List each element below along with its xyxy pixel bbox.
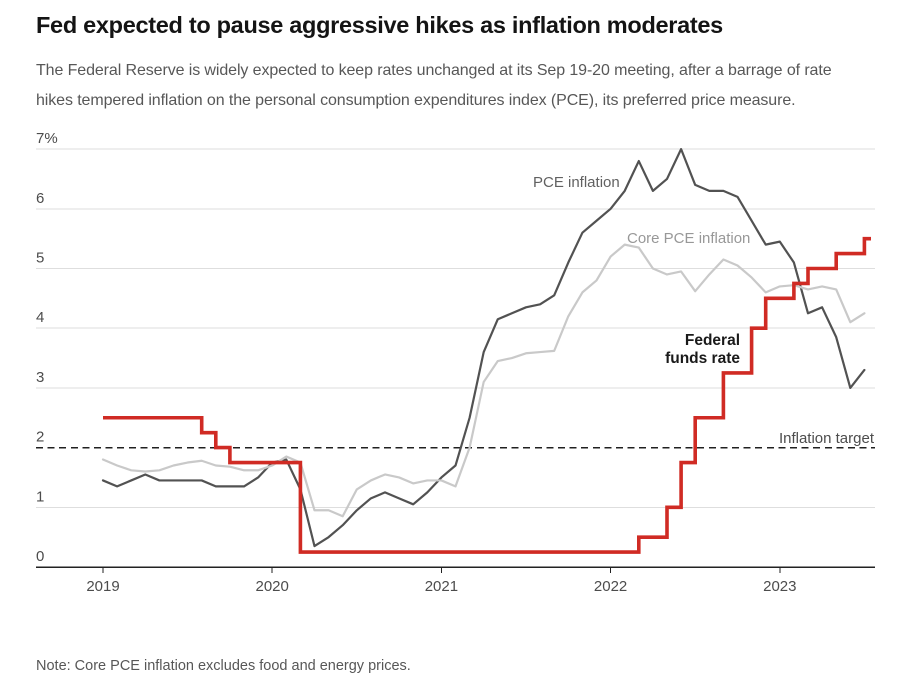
federal-funds-rate-label-line1: Federal	[684, 332, 740, 349]
y-tick-label: 6	[36, 190, 44, 207]
core-pce-inflation-line-label: Core PCE inflation	[627, 230, 751, 247]
y-tick-label: 7%	[36, 130, 58, 147]
y-tick-label: 4	[36, 309, 44, 326]
chart-footnotes: Note: Core PCE inflation excludes food a…	[36, 611, 411, 683]
y-tick-label: 5	[36, 250, 44, 267]
core-pce-inflation-line	[101, 243, 866, 518]
y-tick-label: 0	[36, 548, 44, 565]
federal-funds-rate-line	[103, 236, 871, 554]
subtitle-line-2: hikes tempered inflation on the personal…	[36, 92, 796, 109]
x-tick-label: 2022	[594, 578, 627, 595]
x-tick-label: 2019	[86, 578, 119, 595]
y-tick-label: 2	[36, 429, 44, 446]
note-line: Note: Core PCE inflation excludes food a…	[36, 658, 411, 674]
y-tick-label: 1	[36, 488, 44, 505]
pce-inflation-line	[101, 148, 866, 548]
page-subtitle: The Federal Reserve is widely expected t…	[36, 56, 896, 116]
pce-inflation-line-label: PCE inflation	[533, 174, 620, 191]
page-title: Fed expected to pause aggressive hikes a…	[36, 12, 723, 38]
inflation-target-label: Inflation target	[778, 430, 874, 447]
x-tick-label: 2020	[256, 578, 289, 595]
x-tick-label: 2023	[763, 578, 796, 595]
subtitle-line-1: The Federal Reserve is widely expected t…	[36, 62, 832, 79]
federal-funds-rate-line-label: Federal funds rate	[665, 332, 740, 367]
y-tick-label: 3	[36, 369, 44, 386]
federal-funds-rate-label-line2: funds rate	[665, 349, 740, 367]
x-tick-label: 2021	[425, 578, 458, 595]
